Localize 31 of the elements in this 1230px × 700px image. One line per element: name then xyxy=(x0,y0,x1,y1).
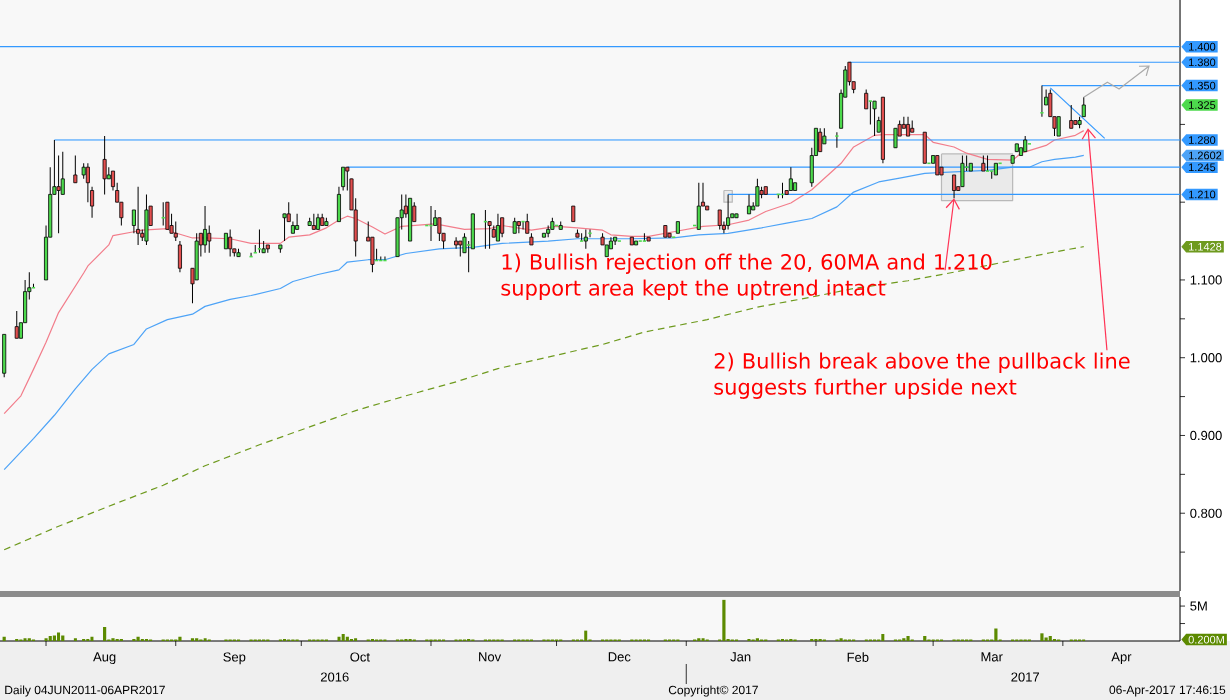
text: 0.200M xyxy=(1188,635,1224,644)
y-tick-label: 0.900 xyxy=(1190,430,1222,441)
x-tick-label: Feb xyxy=(847,652,869,662)
x2-tick-label: 2017 xyxy=(1011,672,1039,682)
data-label: 1.380 xyxy=(1189,58,1216,67)
text: Copyright© 2017 xyxy=(668,685,758,697)
text: 06-Apr-2017 17:46:15 xyxy=(1109,685,1226,697)
data-label: 1.400 xyxy=(1189,42,1216,51)
data-label: 1.210 xyxy=(1189,190,1216,199)
x-tick-label: Jan xyxy=(730,652,751,662)
data-label: 1.350 xyxy=(1189,81,1216,90)
data-label: 1.245 xyxy=(1189,163,1216,172)
data-label: 1.280 xyxy=(1189,136,1216,144)
text: 1.2602 xyxy=(1189,151,1222,160)
annotation: 1) Bullish rejection off the 20, 60MA and 1.210 support area kept the uptrend intact xyxy=(501,253,992,300)
x-tick-label: Apr xyxy=(1111,652,1132,665)
y-tick-label: 1.100 xyxy=(1190,275,1222,285)
text: 1.325 xyxy=(1189,101,1216,109)
x-tick-label: Sep xyxy=(223,652,246,665)
y-tick-label: 0.800 xyxy=(1190,508,1222,518)
text: Daily 04JUN2011-06APR2017 xyxy=(5,685,165,697)
x2-tick-label: 2016 xyxy=(320,672,349,682)
y-tick-label: 5M xyxy=(1190,601,1207,611)
x-tick-label: Oct xyxy=(350,652,370,662)
x-tick-label: Mar xyxy=(981,652,1003,662)
x-tick-label: Aug xyxy=(93,652,116,665)
y-tick-label: 1.000 xyxy=(1190,353,1222,363)
annotation: 2) Bullish break above the pullback line suggests further upside next xyxy=(714,352,1130,399)
text: 1.1428 xyxy=(1189,242,1222,251)
x-tick-label: Dec xyxy=(608,652,631,662)
x-tick-label: Nov xyxy=(479,652,502,662)
